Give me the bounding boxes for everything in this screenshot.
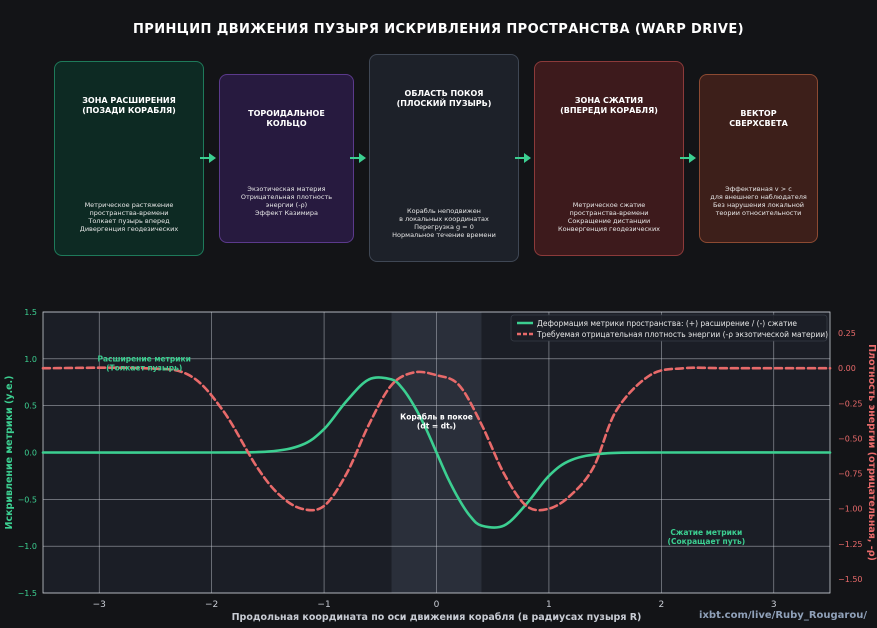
x-tick-label: −2	[205, 600, 218, 610]
x-tick-label: 2	[658, 600, 664, 610]
flow-box-description: Экзотическая материя Отрицательная плотн…	[240, 185, 333, 217]
y-tick-label: −1.0	[18, 542, 37, 551]
y-tick-label: −1.5	[18, 589, 37, 598]
y-right-tick-label: −1.00	[838, 505, 863, 514]
chart-annotation: (Толкает пузырь)	[106, 364, 182, 373]
x-tick-label: −3	[93, 600, 106, 610]
flow-box-title: ЗОНА РАСШИРЕНИЯ (ПОЗАДИ КОРАБЛЯ)	[82, 96, 176, 115]
flow-box-description: Метрическое растяжение пространства-врем…	[79, 201, 179, 233]
metric-deformation-line	[41, 376, 832, 529]
legend-label: Требуемая отрицательная плотность энерги…	[536, 330, 828, 339]
chart-annotation: (Сокращает путь)	[668, 537, 746, 546]
x-tick-label: −1	[317, 600, 330, 610]
flow-arrow	[515, 153, 531, 163]
flow-arrow	[680, 153, 696, 163]
y-right-axis-label: Плотность энергии (отрицательная, -ρ)	[866, 344, 877, 561]
y-right-tick-label: −1.50	[838, 575, 863, 584]
legend-label: Деформация метрики пространства: (+) рас…	[537, 319, 797, 328]
y-tick-label: 0.5	[24, 402, 37, 411]
legend-box	[510, 314, 828, 342]
flow-arrow	[350, 153, 366, 163]
credit-link[interactable]: ixbt.com/live/Ruby_Rougarou/	[699, 610, 867, 621]
flow-arrow	[200, 153, 216, 163]
ship-rest-label: (dt = dtₛ)	[417, 422, 456, 431]
flow-box-title: ВЕКТОР СВЕРХСВЕТА	[729, 109, 788, 128]
flow-box-title: ЗОНА СЖАТИЯ (ВПЕРЕДИ КОРАБЛЯ)	[560, 96, 658, 115]
x-tick-label: 3	[771, 600, 777, 610]
y-tick-label: 1.0	[24, 355, 37, 364]
x-tick-label: 0	[434, 600, 440, 610]
energy-density-line	[41, 366, 832, 512]
y-right-tick-label: −1.25	[838, 540, 863, 549]
flow-box-description: Эффективная v > c для внешнего наблюдате…	[710, 185, 807, 217]
y-tick-label: 1.5	[24, 308, 37, 317]
flow-box-title: ТОРОИДАЛЬНОЕ КОЛЬЦО	[248, 109, 325, 128]
y-right-tick-label: −0.25	[838, 399, 863, 408]
flow-box: ЗОНА СЖАТИЯ (ВПЕРЕДИ КОРАБЛЯ) Метрическое…	[534, 61, 684, 256]
x-tick-label: 1	[546, 600, 552, 610]
y-tick-label: 0.0	[24, 449, 37, 458]
flow-box-description: Корабль неподвижен в локальных координат…	[392, 207, 496, 239]
flow-box: ОБЛАСТЬ ПОКОЯ (ПЛОСКИЙ ПУЗЫРЬ) Корабль не…	[369, 54, 519, 262]
flow-box: ВЕКТОР СВЕРХСВЕТА Эффективная v > c для в…	[699, 74, 818, 243]
y-right-tick-label: 0.00	[838, 364, 856, 373]
flow-box-description: Метрическое сжатие пространства-времени …	[557, 201, 661, 233]
y-right-tick-label: −0.50	[838, 434, 863, 443]
ship-rest-label: Корабль в покое	[400, 413, 473, 422]
chart-annotation: Сжатие метрики	[670, 528, 742, 537]
y-right-tick-label: 0.25	[838, 329, 856, 338]
diagram-title: ПРИНЦИП ДВИЖЕНИЯ ПУЗЫРЯ ИСКРИВЛЕНИЯ ПРОС…	[133, 22, 744, 37]
chart-annotation: Расширение метрики	[98, 355, 191, 364]
flow-box-title: ОБЛАСТЬ ПОКОЯ (ПЛОСКИЙ ПУЗЫРЬ)	[396, 89, 492, 108]
y-tick-label: −0.5	[18, 495, 37, 504]
y-right-tick-label: −0.75	[838, 470, 863, 479]
x-axis-label: Продольная координата по оси движения ко…	[232, 612, 642, 623]
y-axis-label: Искривление метрики (у.е.)	[4, 376, 15, 530]
